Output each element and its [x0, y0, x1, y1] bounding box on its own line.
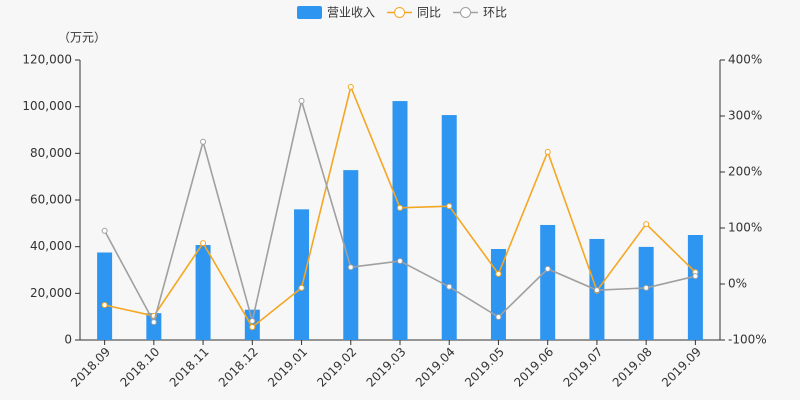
line-point [298, 284, 305, 291]
legend-label: 环比 [483, 6, 507, 20]
line-point [347, 264, 354, 271]
y2-tick-label: 400% [728, 53, 762, 67]
line-point [643, 221, 650, 228]
line-point [101, 302, 108, 308]
legend-label: 同比 [417, 6, 441, 20]
y-tick-label: 60,000 [30, 193, 72, 207]
bar [97, 252, 113, 340]
y2-tick-label: 300% [728, 109, 762, 123]
line-point [150, 319, 157, 326]
legend-item: 同比 [387, 6, 441, 20]
y-tick-label: 120,000 [22, 53, 72, 67]
line-point [643, 284, 650, 291]
legend-item: 营业收入 [297, 6, 375, 20]
line-point [249, 317, 256, 324]
line-point [692, 273, 699, 280]
line-point [249, 324, 256, 331]
bar [146, 313, 162, 340]
line-point [544, 148, 551, 155]
y-tick-label: 100,000 [22, 99, 72, 113]
line-point [200, 240, 207, 247]
y-tick-label: 20,000 [30, 286, 72, 300]
y-unit: （万元） [58, 31, 106, 45]
line-point [397, 258, 403, 265]
y2-tick-label: 200% [728, 165, 762, 179]
bar [294, 209, 310, 340]
line-point [495, 270, 502, 277]
bar [638, 246, 654, 340]
line-point [446, 203, 453, 210]
bar [392, 101, 408, 340]
bar [343, 170, 359, 340]
bar [195, 245, 211, 340]
line-point [347, 83, 354, 90]
y-tick-label: 40,000 [30, 239, 72, 253]
line-point [446, 283, 453, 290]
legend-label: 营业收入 [327, 6, 375, 20]
legend-swatch [460, 7, 472, 18]
bar [540, 224, 556, 340]
legend-item: 环比 [453, 6, 507, 20]
y2-tick-label: 100% [728, 221, 762, 235]
y-tick-label: 80,000 [30, 146, 72, 160]
line-point [101, 227, 108, 234]
bar [441, 115, 457, 340]
y2-tick-label: -100% [728, 333, 767, 347]
line-point [397, 204, 403, 211]
line-point [593, 287, 600, 294]
line-point [495, 314, 502, 321]
line-point [200, 138, 207, 145]
y-tick-label: 0 [64, 333, 72, 347]
legend-swatch [394, 7, 406, 18]
bar [490, 249, 506, 340]
line-point [544, 265, 551, 272]
bar [687, 235, 703, 340]
line-point [298, 97, 305, 104]
legend-swatch [297, 6, 322, 19]
y2-tick-label: 0% [728, 277, 747, 291]
